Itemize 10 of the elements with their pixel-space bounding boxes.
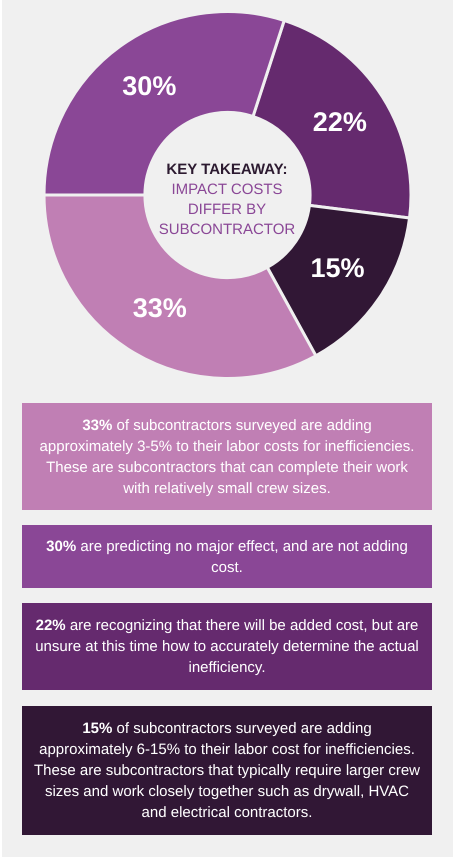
- text: 15% of subcontractors surveyed are adding approximately 6-15% to their labor cost for inefficiencies. These are subcontractors that typically require larger crew sizes and work closely together such as drywall, HVAC and electrical contractors.: [34, 719, 420, 823]
- text: IMPACT COSTS DIFFER BY SUBCONTRACTOR: [158, 180, 296, 240]
- data-label: 15%: [310, 253, 365, 284]
- data-label: 33%: [132, 292, 187, 323]
- data-label: 30%: [122, 70, 176, 101]
- text: 33% of subcontractors surveyed are adding approximately 3-5% to their labor costs for inefficiencies. These are subcontractors that can complete their work with relatively small crew sizes.: [38, 416, 416, 498]
- text: 30% are predicting no major effect, and are not adding cost.: [45, 536, 409, 578]
- text: 22% are recognizing that there will be added cost, but are unsure at this time how to accurately determine the actual inefficiency.: [34, 616, 420, 678]
- data-label: 22%: [312, 107, 367, 138]
- text: KEY TAKEAWAY:: [165, 160, 289, 180]
